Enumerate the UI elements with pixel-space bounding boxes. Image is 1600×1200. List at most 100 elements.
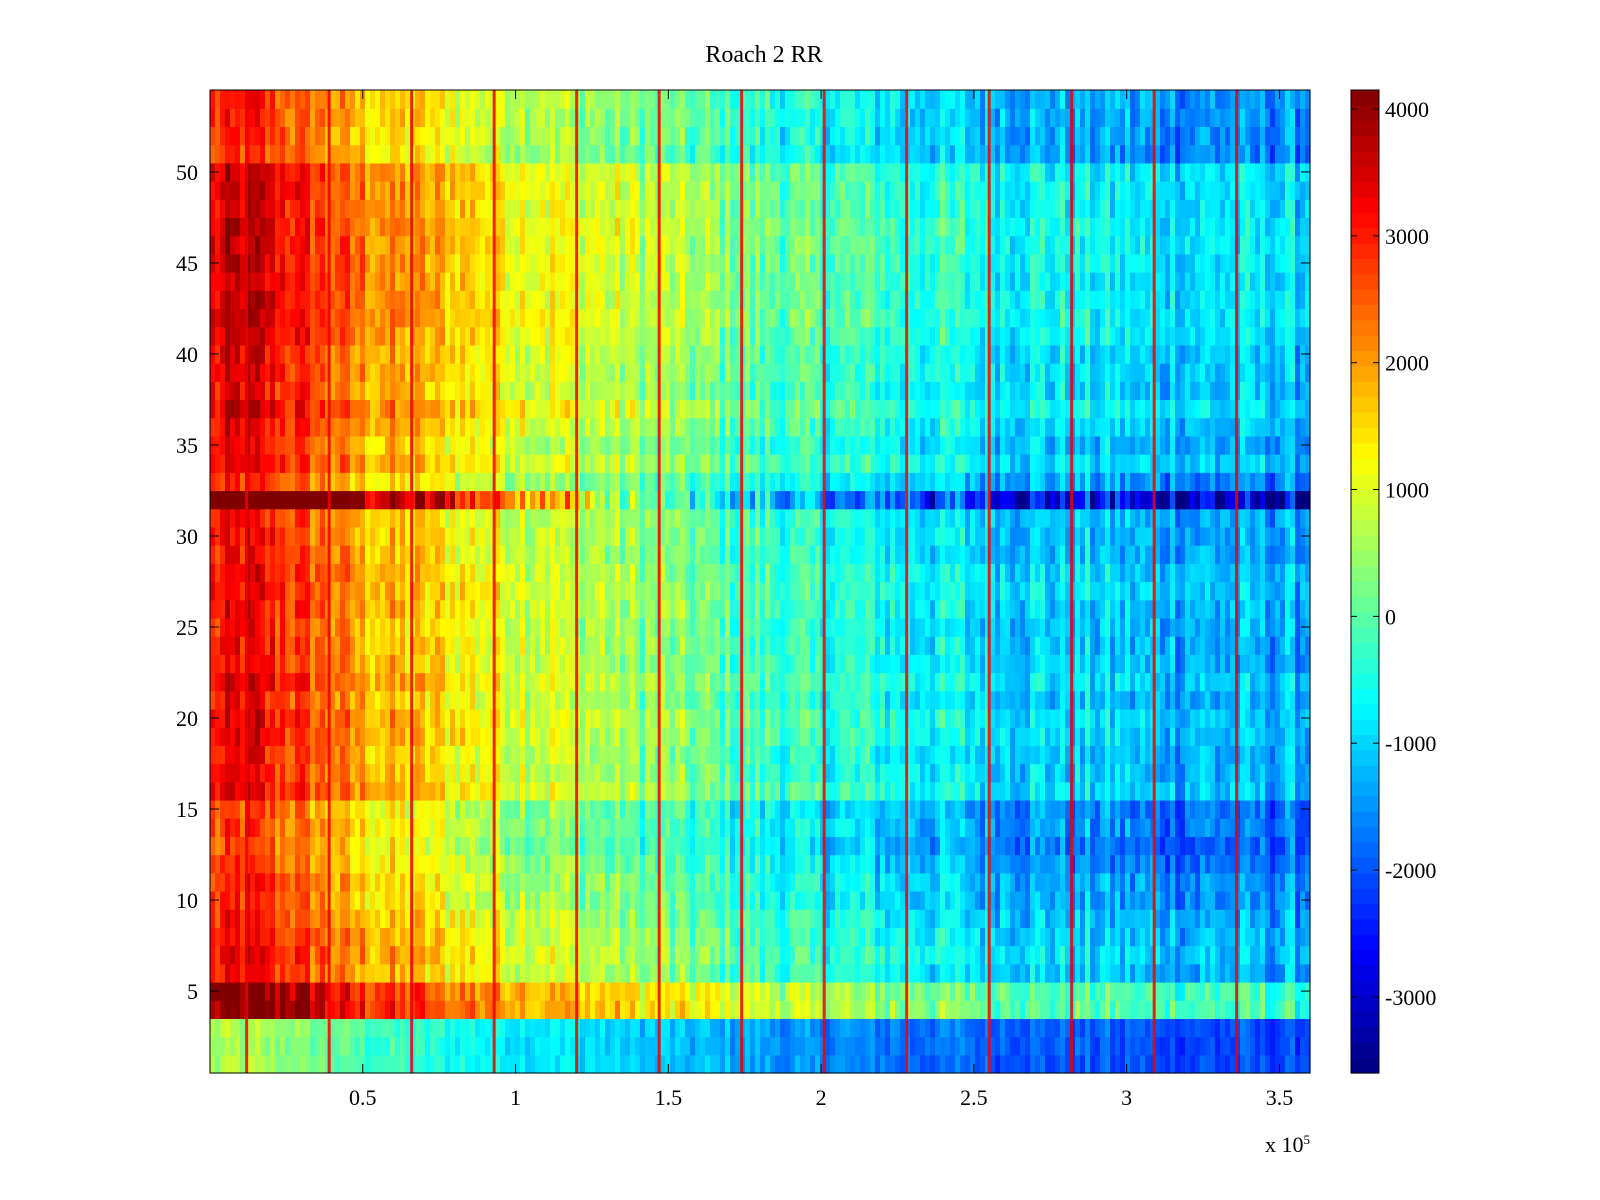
heatmap-cell bbox=[535, 872, 541, 892]
heatmap-cell bbox=[1030, 1018, 1036, 1038]
heatmap-cell bbox=[1015, 963, 1021, 983]
heatmap-cell bbox=[680, 836, 686, 856]
heatmap-cell bbox=[1100, 945, 1106, 965]
heatmap-cell bbox=[305, 745, 311, 765]
heatmap-cell bbox=[580, 1000, 586, 1019]
heatmap-cell bbox=[580, 727, 586, 746]
heatmap-cell bbox=[540, 872, 546, 892]
heatmap-cell bbox=[680, 1036, 686, 1056]
heatmap-cell bbox=[275, 690, 281, 710]
heatmap-cell bbox=[450, 654, 456, 674]
heatmap-cell bbox=[685, 799, 691, 819]
heatmap-cell bbox=[395, 781, 401, 801]
heatmap-cell bbox=[1060, 745, 1066, 765]
heatmap-cell bbox=[420, 799, 426, 819]
heatmap-cell bbox=[1290, 690, 1296, 710]
heatmap-cell bbox=[1220, 672, 1226, 692]
heatmap-cell bbox=[515, 1018, 521, 1038]
heatmap-cell bbox=[675, 672, 681, 692]
heatmap-cell bbox=[300, 672, 306, 692]
heatmap-cell bbox=[565, 1018, 571, 1038]
heatmap-cell bbox=[845, 909, 851, 928]
heatmap-cell bbox=[1175, 672, 1181, 692]
heatmap-cell bbox=[790, 708, 796, 728]
heatmap-cell bbox=[350, 1054, 356, 1074]
heatmap-cell bbox=[660, 945, 666, 965]
heatmap-cell bbox=[965, 963, 971, 983]
heatmap-cell bbox=[215, 836, 221, 856]
heatmap-cell bbox=[770, 1018, 776, 1038]
heatmap-cell bbox=[1095, 945, 1101, 965]
heatmap-cell bbox=[1165, 909, 1171, 928]
heatmap-cell bbox=[960, 818, 966, 837]
heatmap-cell bbox=[215, 763, 221, 783]
heatmap-cell bbox=[700, 854, 706, 874]
heatmap-cell bbox=[695, 909, 701, 928]
heatmap-cell bbox=[310, 963, 316, 983]
heatmap-cell bbox=[1270, 836, 1276, 856]
heatmap-cell bbox=[805, 727, 811, 746]
heatmap-cell bbox=[630, 872, 636, 892]
heatmap-cell bbox=[920, 872, 926, 892]
heatmap-cell bbox=[380, 1000, 386, 1019]
heatmap-cell bbox=[1250, 890, 1256, 910]
heatmap-cell bbox=[1255, 890, 1261, 910]
heatmap-cell bbox=[750, 654, 756, 674]
heatmap-cell bbox=[285, 781, 291, 801]
heatmap-cell bbox=[250, 909, 256, 928]
heatmap-cell bbox=[390, 890, 396, 910]
heatmap-cell bbox=[705, 836, 711, 856]
heatmap-cell bbox=[975, 909, 981, 928]
heatmap-cell bbox=[850, 927, 856, 947]
heatmap-cell bbox=[385, 727, 391, 746]
heatmap-cell bbox=[540, 654, 546, 674]
heatmap-cell bbox=[775, 927, 781, 947]
heatmap-cell bbox=[1245, 854, 1251, 874]
heatmap-cell bbox=[450, 781, 456, 801]
heatmap-cell bbox=[275, 981, 281, 1001]
heatmap-cell bbox=[620, 1054, 626, 1074]
heatmap-cell bbox=[370, 836, 376, 856]
heatmap-cell bbox=[610, 654, 616, 674]
heatmap-cell bbox=[315, 945, 321, 965]
heatmap-cell bbox=[380, 745, 386, 765]
heatmap-cell bbox=[445, 727, 451, 746]
heatmap-cell bbox=[300, 654, 306, 674]
heatmap-cell bbox=[300, 981, 306, 1001]
heatmap-cell bbox=[1005, 763, 1011, 783]
heatmap-cell bbox=[1090, 945, 1096, 965]
heatmap-cell bbox=[550, 818, 556, 837]
heatmap-cell bbox=[270, 818, 276, 837]
heatmap-cell bbox=[1200, 1054, 1206, 1074]
heatmap-cell bbox=[1205, 836, 1211, 856]
heatmap-cell bbox=[705, 927, 711, 947]
heatmap-cell bbox=[790, 781, 796, 801]
heatmap-cell bbox=[395, 727, 401, 746]
heatmap-cell bbox=[990, 781, 996, 801]
heatmap-cell bbox=[1095, 672, 1101, 692]
heatmap-cell bbox=[320, 708, 326, 728]
heatmap-cell bbox=[760, 818, 766, 837]
heatmap-cell bbox=[990, 672, 996, 692]
heatmap-cell bbox=[495, 854, 501, 874]
heatmap-cell bbox=[1110, 836, 1116, 856]
heatmap-cell bbox=[260, 854, 266, 874]
heatmap-cell bbox=[210, 745, 216, 765]
heatmap-cell bbox=[1140, 1036, 1146, 1056]
heatmap-cell bbox=[745, 818, 751, 837]
heatmap-cell bbox=[855, 672, 861, 692]
heatmap-cell bbox=[1055, 1036, 1061, 1056]
heatmap-cell bbox=[1075, 981, 1081, 1001]
heatmap-cell bbox=[630, 1036, 636, 1056]
heatmap-cell bbox=[1105, 854, 1111, 874]
heatmap-cell bbox=[770, 1036, 776, 1056]
heatmap-cell bbox=[1305, 690, 1311, 710]
heatmap-cell bbox=[1195, 836, 1201, 856]
heatmap-cell bbox=[1155, 909, 1161, 928]
heatmap-cell bbox=[780, 1000, 786, 1019]
heatmap-cell bbox=[815, 1036, 821, 1056]
heatmap-cell bbox=[400, 854, 406, 874]
heatmap-cell bbox=[1050, 672, 1056, 692]
heatmap-cell bbox=[970, 1000, 976, 1019]
heatmap-cell bbox=[350, 781, 356, 801]
